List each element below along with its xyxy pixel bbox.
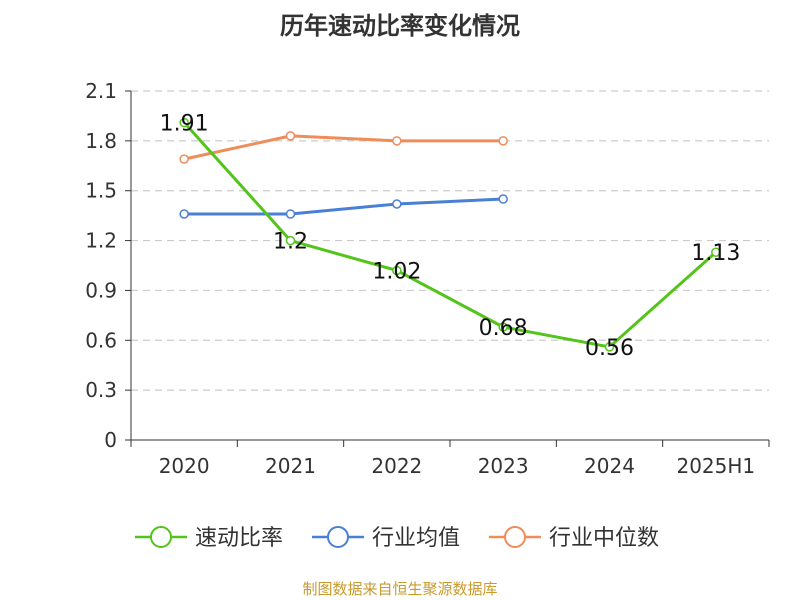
data-point-行业均值-2023 [498,194,508,204]
series-line-行业均值 [184,197,504,216]
data-labels: 1.91 1.2 1.02 0.68 0.56 1.13 [160,112,741,361]
x-tick-label-2023: 2023 [478,454,529,478]
x-tick-label-2020: 2020 [159,454,210,478]
data-point-速动比率-2024 [604,342,615,352]
data-point-行业中位数-2021 [285,131,296,141]
data-label-2025H1: 1.13 [691,241,740,266]
data-label-2024: 0.56 [585,336,634,361]
data-point-行业均值-2021 [285,209,296,219]
y-tick-label-1: 0.3 [85,378,117,402]
x-tick-label-2021: 2021 [265,454,316,478]
data-point-速动比率-2022 [392,265,402,276]
series-lines [179,117,721,352]
data-label-2022: 1.02 [372,259,421,284]
data-point-行业均值-2020 [179,209,189,219]
source-note: 制图数据来自恒生聚源数据库 [302,580,498,598]
data-label-2021: 1.2 [273,230,308,255]
data-label-2023: 0.68 [479,316,528,341]
data-point-行业中位数-2023 [498,136,508,146]
y-tick-label-0: 0 [104,428,117,452]
x-tick-label-2025H1: 2025H1 [676,454,755,478]
legend-item-行业中位数[interactable]: 行业中位数 [489,526,659,551]
data-label-2020: 1.91 [160,112,209,137]
x-tick-label-2024: 2024 [584,454,635,478]
y-tick-label-5: 1.5 [85,179,117,203]
data-point-行业均值-2022 [392,199,402,209]
y-tick-label-4: 1.2 [85,229,117,253]
y-tick-label-7: 2.1 [85,79,117,103]
legend-marker-行业中位数 [504,526,526,548]
legend-marker-行业均值 [327,526,349,548]
data-point-速动比率-2025H1 [711,247,721,257]
x-tick-label-2022: 2022 [371,454,422,478]
chart-title: 历年速动比率变化情况 [280,12,520,40]
data-point-行业中位数-2020 [179,154,189,164]
data-point-速动比率-2021 [285,235,296,246]
legend-item-速动比率[interactable]: 速动比率 [135,526,283,551]
legend-marker-速动比率 [150,526,172,548]
data-point-行业中位数-2022 [392,136,402,146]
data-point-速动比率-2020 [179,117,189,128]
series-line-行业中位数 [183,134,504,161]
y-tick-label-6: 1.8 [85,129,117,153]
legend-label-速动比率: 速动比率 [195,526,283,551]
axes: 0 0.3 0.6 0.9 1.2 1.5 1.8 2.1 2020 2021 2022 2023 20… [85,79,770,478]
y-tick-label-2: 0.6 [85,328,117,352]
series-line-速动比率 [183,121,717,349]
legend-item-行业均值[interactable]: 行业均值 [312,526,460,551]
legend-label-行业均值: 行业均值 [372,526,460,551]
legend-label-行业中位数: 行业中位数 [549,526,659,551]
data-point-速动比率-2023 [498,322,508,332]
legend[interactable]: 速动比率 行业均值 行业中位数 [135,526,659,551]
y-tick-label-3: 0.9 [85,278,117,302]
grid-lines [131,90,769,391]
